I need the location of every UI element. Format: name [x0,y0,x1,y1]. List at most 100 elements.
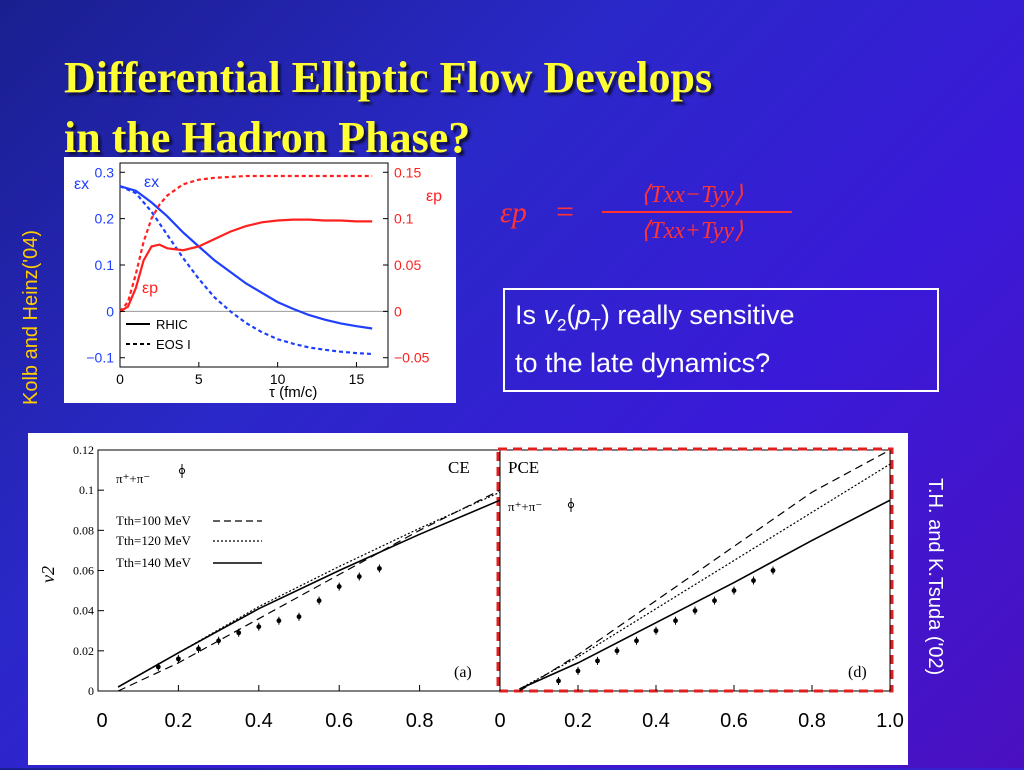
formula-lhs: εp [500,196,527,229]
question-prefix: Is [515,300,544,330]
pce-data-point [731,588,737,593]
pce-data-point [634,638,639,644]
ce-x-tick-label: 0.4 [245,710,273,732]
slide-title: Differential Elliptic Flow Develops in t… [64,48,964,168]
ce-particle-label: π⁺+π⁻ [116,471,150,486]
ce-x-tick-label: 0.2 [164,710,192,732]
ce-data-point [316,598,322,604]
pce-corner-label: (d) [848,664,867,681]
pce-panel-label: PCE [508,458,539,477]
ce-x-tick-label: 0.6 [325,710,353,732]
formula-numerator: ⟨Txx−Tyy⟩ [641,182,744,208]
pce-curve-solid [519,499,891,690]
ce-data-point [276,618,282,624]
title-line-2: in the Hadron Phase? [64,113,471,162]
chart1-right-tick-label: −0.05 [394,350,430,366]
ce-legend-140: Tth=140 MeV [116,555,191,570]
chart1-series-2-solid [119,218,373,313]
pce-curve-longdash [519,449,891,692]
pce-legend-marker [567,501,575,509]
pce-x-tick-label: 0.2 [564,710,592,732]
ce-data-point [216,638,222,644]
chart1-curve-label-ex: εx [144,174,159,191]
chart1-legend-rhic: RHIC [156,317,188,332]
v2-y-tick-label: 0.06 [73,564,94,578]
chart1-left-tick-label: −0.1 [86,350,114,366]
ce-panel-label: CE [448,458,470,477]
credit-hirano-tsuda: T.H. and K.Tsuda ('02) [924,478,946,676]
chart1-left-tick-label: 0 [106,303,114,319]
chart1-x-tick-label: 15 [349,371,365,387]
pce-data-point [751,578,756,583]
ce-data-point [236,630,242,636]
pce-data-point [673,618,678,624]
pce-highlight-box [496,447,894,693]
pce-data-point [575,668,581,674]
pce-data-point [770,568,776,573]
chart1-left-tick-label: 0.1 [95,257,115,273]
ce-data-point [155,664,161,670]
chart1-left-tick-label: 0.3 [95,164,115,180]
v2-y-tick-label: 0.1 [79,483,94,497]
v2-y-tick-label: 0 [88,684,94,698]
question-box: Is v2(pT) really sensitive to the late d… [503,288,939,392]
chart1-series-0-solid [119,185,373,330]
question-line-1: Is v2(pT) really sensitive [515,300,795,335]
ce-data-point [196,646,201,652]
ce-legend-marker [178,467,186,475]
ce-legend-100: Tth=100 MeV [116,513,191,528]
chart1-series-3-dashed [119,174,373,313]
pce-x-tick-label: 0.8 [798,710,826,732]
chart1-curve-label-ep: εp [142,280,158,297]
chart1-x-tick-label: 5 [195,371,203,387]
ce-data-point [377,566,382,571]
chart1-right-tick-label: 0 [394,303,402,319]
pce-data-point [712,598,717,604]
ce-data-point [356,574,362,579]
ce-x-tick-label: 0.8 [406,710,434,732]
v2-y-tick-label: 0.12 [73,443,94,457]
chart1-right-tick-label: 0.15 [394,164,421,180]
ce-frame [97,449,501,692]
pce-x-tick-label: 1.0 [876,710,904,732]
ce-data-point [296,614,302,620]
v2-y-tick-label: 0.04 [73,604,94,618]
pce-data-point [556,678,561,684]
pce-frame [499,449,891,692]
chart1-x-axis-label: τ (fm/c) [269,384,317,401]
chart1-legend: RHIC EOS I [126,317,191,352]
ce-data-point [176,656,181,662]
chart1-x-tick-label: 0 [116,371,124,387]
question-sub-t: T [590,315,601,335]
pce-data-point [595,658,600,664]
ce-curve-longdash [117,489,501,692]
ce-corner-label: (a) [454,664,472,681]
formula-denominator: ⟨Txx+Tyy⟩ [641,218,744,244]
question-sub-2: 2 [557,315,567,335]
v2-chart-panel: 0.12 0.1 0.08 0.06 0.04 0.02 0 0 0.2 0.4 0.6 0.8 0 0.… [28,433,908,765]
pce-particle-label: π⁺+π⁻ [508,499,542,514]
formula-epsilon-p: εp = ⟨Txx−Tyy⟩ ⟨Txx+Tyy⟩ [496,176,806,254]
question-v: v [543,300,558,330]
chart1-right-tick-label: 0.1 [394,211,414,227]
v2-y-tick-label: 0.08 [73,523,94,537]
eccentricity-chart-panel: 0.3 0.2 0.1 0 −0.1 0.15 0.1 0.05 0 −0.05 0 5 10 15 εx… [64,157,456,403]
v2-y-axis-label: v2 [38,566,58,583]
pce-x-tick-label: 0 [494,710,505,732]
formula-svg: εp = ⟨Txx−Tyy⟩ ⟨Txx+Tyy⟩ [500,182,792,244]
pce-x-tick-label: 0.4 [642,710,670,732]
chart1-legend-eos: EOS I [156,337,191,352]
ce-legend-120: Tth=120 MeV [116,533,191,548]
pce-data-point [614,648,620,654]
chart1-right-tick-label: 0.05 [394,257,421,273]
pce-data-point [692,608,698,614]
ce-x-tick-label: 0 [96,710,107,732]
chart1-right-axis-label: εp [426,188,442,205]
formula-equals: = [554,193,576,229]
pce-curve-dotted [519,463,891,690]
v2-y-tick-label: 0.02 [73,644,94,658]
title-line-1: Differential Elliptic Flow Develops [64,53,713,102]
chart1-left-tick-label: 0.2 [95,211,115,227]
pce-x-tick-label: 0.6 [720,710,748,732]
ce-legend: Tth=100 MeV Tth=120 MeV Tth=140 MeV [116,513,262,570]
